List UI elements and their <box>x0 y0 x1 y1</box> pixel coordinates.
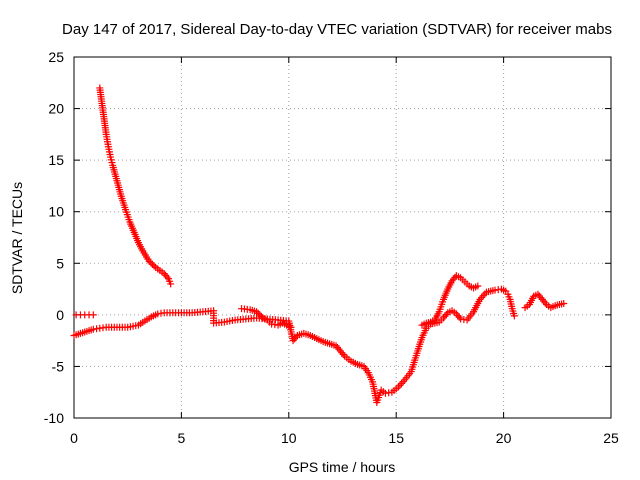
x-tick-label: 25 <box>603 430 619 446</box>
plot-frame <box>73 56 612 419</box>
data-point-decay_arc <box>145 257 153 265</box>
data-point-decay_arc-interp <box>147 259 155 267</box>
chart-title: Day 147 of 2017, Sidereal Day-to-day VTE… <box>62 21 612 38</box>
data-point-main_trace-interp <box>292 333 300 341</box>
data-point-decay_arc-interp <box>163 273 171 281</box>
x-tick-label: 15 <box>388 430 404 446</box>
y-tick-label: 0 <box>56 307 64 323</box>
ticks <box>73 56 612 419</box>
data-point-noise_cluster-interp <box>254 309 262 317</box>
x-tick-label: 10 <box>281 430 297 446</box>
x-tick-label: 5 <box>178 430 186 446</box>
y-tick-label: 20 <box>48 101 64 117</box>
y-tick-label: 25 <box>48 49 64 65</box>
data-point-main_trace-interp <box>398 379 406 387</box>
data-point-noise_cluster-interp <box>257 312 265 320</box>
data-point-main_trace-interp <box>339 350 347 358</box>
x-tick-label: 20 <box>496 430 512 446</box>
data-marks <box>70 84 568 407</box>
data-point-noise_cluster <box>253 308 261 316</box>
y-tick-label: 15 <box>48 152 64 168</box>
grid <box>74 57 611 418</box>
data-point-late_segment-interp <box>541 299 549 307</box>
data-point-main_trace-interp <box>455 313 463 321</box>
data-point-noise_cluster-interp <box>256 311 264 319</box>
data-point-main_trace-interp <box>399 378 407 386</box>
data-point-late_segment <box>560 300 568 308</box>
data-point-upper_hump <box>474 282 482 290</box>
y-axis-label: SDTVAR / TECUs <box>9 182 25 294</box>
y-tick-label: -10 <box>44 410 64 426</box>
data-point-main_trace-interp <box>442 311 450 319</box>
y-tick-label: -5 <box>52 358 65 374</box>
data-point-decay_arc <box>167 280 175 288</box>
y-tick-label: 5 <box>56 255 64 271</box>
data-point-main_trace <box>510 312 518 320</box>
x-tick-label: 0 <box>70 430 78 446</box>
data-point-main_trace-interp <box>396 381 404 389</box>
y-tick-label: 10 <box>48 204 64 220</box>
data-point-decay_arc-interp <box>150 262 158 270</box>
x-axis-label: GPS time / hours <box>289 459 396 475</box>
data-point-main_trace-interp <box>479 292 487 300</box>
data-point-zero_start <box>89 311 97 319</box>
data-point-decay_arc-interp <box>148 260 156 268</box>
data-point-noise_cluster <box>287 323 295 331</box>
tick-labels: 0 5 10 15 20 25 -10 -5 0 5 10 15 20 25 <box>44 49 619 446</box>
